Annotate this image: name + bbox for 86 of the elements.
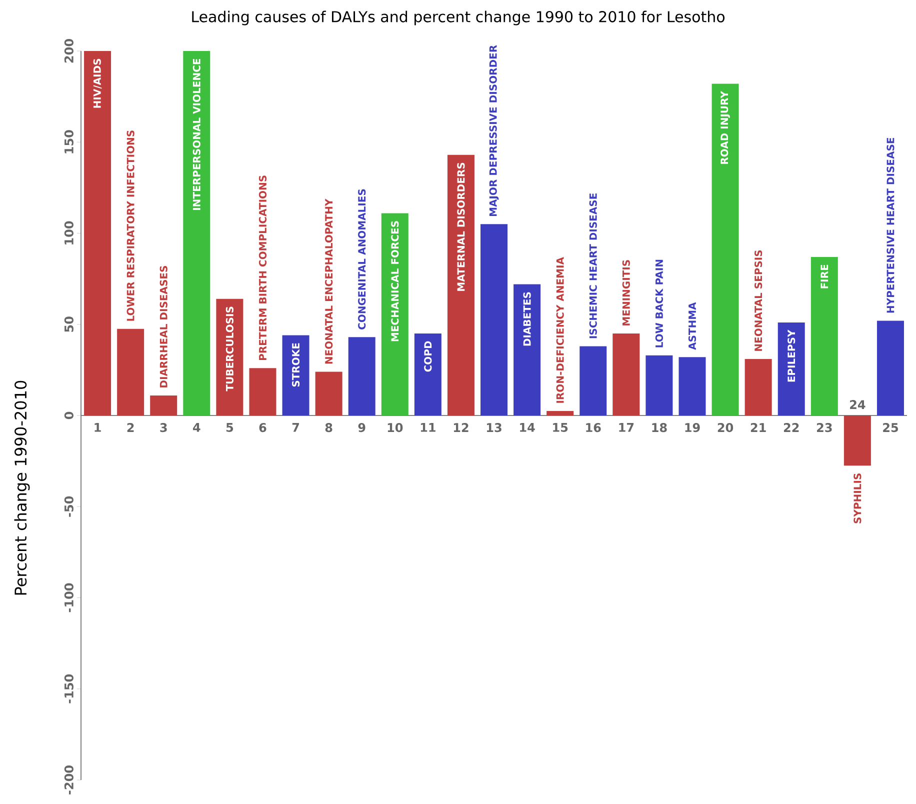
x-tick-label: 3 [160, 423, 167, 432]
x-tick-label: 13 [487, 423, 502, 432]
bar [447, 154, 474, 416]
y-tick-label: 150 [64, 130, 74, 154]
y-tick-label: -50 [64, 496, 74, 517]
y-axis-title: Percent change 1990-2010 [14, 380, 30, 595]
x-tick-label: 15 [553, 423, 568, 432]
bar [414, 333, 442, 416]
bar [678, 357, 706, 416]
bar [348, 337, 376, 416]
annotation: PRETERM BIRTH COMPLICATIONS [258, 176, 267, 360]
bar [712, 84, 739, 416]
annotation: MENINGITIS [622, 260, 630, 326]
annotation: MECHANICAL FORCES [391, 221, 399, 342]
bar [744, 359, 772, 416]
y-tick-label: -150 [64, 674, 74, 704]
bar [84, 50, 112, 416]
annotation: FIRE [820, 264, 828, 288]
y-tick-label: -100 [64, 583, 74, 612]
x-tick-label: 10 [388, 423, 403, 432]
annotation: MAJOR DEPRESSIVE DISORDER [489, 45, 499, 216]
annotation: HYPERTENSIVE HEART DISEASE [886, 138, 894, 313]
y-tick-label: 100 [64, 221, 74, 244]
annotation: ISCHEMIC HEART DISEASE [589, 194, 597, 338]
bar [844, 416, 871, 466]
annotation: NEONATAL ENCEPHALOPATHY [325, 198, 333, 364]
annotation: INTERPERSONAL VIOLENCE [192, 58, 200, 210]
x-tick-label: 25 [883, 423, 898, 432]
y-tick-label: -200 [64, 766, 74, 794]
x-tick-label: 18 [652, 423, 667, 432]
annotation: IRON-DEFICIENCY ANEMIA [556, 256, 564, 403]
x-tick-label: 7 [292, 423, 299, 432]
annotation: DIARRHEAL DISEASES [160, 266, 168, 388]
x-tick-label: 9 [358, 423, 366, 432]
x-tick-label: 17 [619, 423, 634, 432]
x-tick-label: 14 [520, 423, 535, 432]
x-tick-label: 12 [454, 423, 468, 432]
x-tick-label: 6 [259, 423, 266, 432]
bar [876, 320, 904, 416]
annotation: EPILEPSY [788, 330, 796, 382]
annotation: DIABETES [523, 292, 531, 346]
bar [810, 256, 838, 416]
chart-title: Leading causes of DALYs and percent change 1990 to 2010 for Lesotho [192, 10, 725, 26]
annotation: LOWER RESPIRATORY INFECTIONS [126, 130, 134, 321]
y-tick-label: 0 [64, 412, 74, 420]
y-tick-label: 200 [64, 39, 74, 63]
annotation: STROKE [292, 343, 300, 387]
x-tick-label: 21 [750, 423, 766, 432]
bar [381, 213, 408, 416]
bar [150, 395, 178, 416]
annotation: ROAD INJURY [720, 90, 730, 164]
bar [282, 335, 310, 416]
bar [778, 322, 805, 416]
x-tick-label: 5 [226, 423, 234, 432]
x-tick-label: 2 [127, 423, 134, 432]
y-tick-label: 50 [64, 316, 74, 332]
x-tick-label: 22 [784, 423, 799, 432]
bar [546, 410, 574, 416]
x-tick-label: 24 [850, 400, 866, 409]
bar [480, 224, 508, 416]
annotation: ASTHMA [688, 302, 696, 350]
annotation: TUBERCULOSIS [226, 306, 234, 392]
bar [646, 355, 673, 416]
x-tick-label: 16 [586, 423, 601, 432]
bar [249, 368, 276, 416]
annotation: SYPHILIS [854, 474, 862, 524]
bar [612, 333, 640, 416]
annotation: MATERNAL DISORDERS [457, 162, 465, 291]
x-tick-label: 19 [685, 423, 700, 432]
x-tick-label: 1 [94, 423, 101, 432]
bar [183, 50, 210, 416]
annotation: COPD [424, 341, 432, 372]
bar [514, 284, 541, 416]
annotation: NEONATAL SEPSIS [754, 250, 762, 351]
x-tick-label: 23 [817, 423, 832, 432]
x-tick-label: 11 [420, 423, 436, 432]
bar [315, 372, 342, 416]
annotation: LOW BACK PAIN [655, 260, 663, 348]
x-tick-label: 20 [718, 423, 734, 432]
annotation: CONGENITAL ANOMALIES [358, 189, 366, 330]
x-tick-label: 4 [193, 423, 200, 432]
bar [216, 298, 244, 416]
bar [580, 346, 607, 416]
annotation: HIV/AIDS [93, 58, 102, 108]
x-tick-label: 8 [325, 423, 332, 432]
bar [117, 328, 144, 416]
